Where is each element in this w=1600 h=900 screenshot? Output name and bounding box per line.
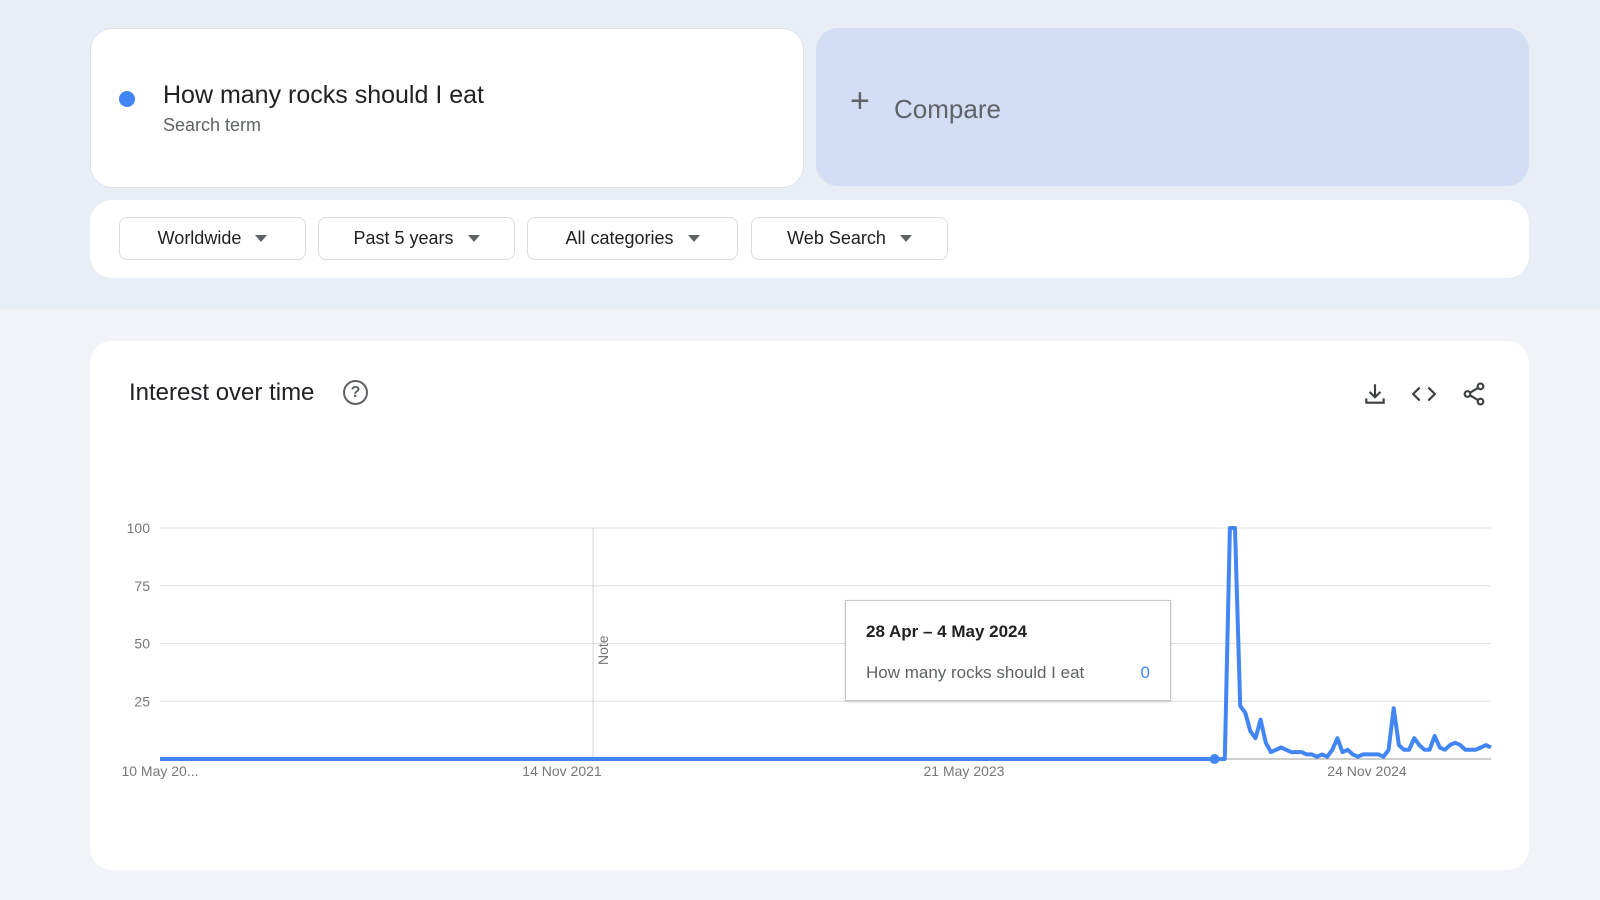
filter-bar: Worldwide Past 5 years All categories We… <box>90 200 1529 278</box>
note-label[interactable]: Note <box>595 635 611 665</box>
caret-down-icon <box>467 235 480 242</box>
compare-button[interactable]: + Compare <box>816 28 1529 186</box>
time-range-dropdown[interactable]: Past 5 years <box>318 217 515 260</box>
share-icon[interactable] <box>1461 381 1487 407</box>
x-tick-label: 14 Nov 2021 <box>522 763 602 779</box>
compare-label: Compare <box>894 94 1001 124</box>
y-tick-label: 75 <box>134 578 150 594</box>
download-icon[interactable] <box>1362 381 1388 407</box>
highlighted-point[interactable] <box>1209 754 1220 764</box>
y-tick-label: 100 <box>127 520 151 536</box>
x-tick-label: 24 Nov 2024 <box>1327 763 1407 779</box>
search-type-label: Web Search <box>787 228 886 248</box>
category-dropdown[interactable]: All categories <box>527 217 738 260</box>
chart-tooltip: 28 Apr – 4 May 2024 How many rocks shoul… <box>845 600 1171 701</box>
category-label: All categories <box>565 228 674 248</box>
x-tick-label: 21 May 2023 <box>924 763 1005 779</box>
region-label: Worldwide <box>157 228 242 248</box>
plus-icon: + <box>850 82 870 120</box>
search-term-label: How many rocks should I eat <box>163 81 484 109</box>
search-term-card[interactable]: How many rocks should I eat Search term <box>90 28 804 188</box>
interest-over-time-panel: Interest over time ? <box>90 341 1529 870</box>
caret-down-icon <box>687 235 700 242</box>
panel-title: Interest over time <box>129 379 315 406</box>
tooltip-term: How many rocks should I eat <box>866 663 1085 682</box>
search-type-dropdown[interactable]: Web Search <box>751 217 948 260</box>
x-tick-label: 10 May 20... <box>121 763 198 779</box>
y-tick-label: 50 <box>134 636 150 652</box>
caret-down-icon <box>255 235 268 242</box>
tooltip-value: 0 <box>1140 663 1150 682</box>
help-icon[interactable]: ? <box>343 380 368 405</box>
time-range-label: Past 5 years <box>353 228 454 248</box>
embed-code-icon[interactable] <box>1411 381 1437 407</box>
series-line <box>160 526 1492 761</box>
search-term-type: Search term <box>163 115 262 135</box>
tooltip-date: 28 Apr – 4 May 2024 <box>866 622 1027 641</box>
series-color-dot <box>119 91 135 107</box>
y-tick-label: 25 <box>134 693 150 709</box>
caret-down-icon <box>899 235 912 242</box>
region-dropdown[interactable]: Worldwide <box>119 217 306 260</box>
